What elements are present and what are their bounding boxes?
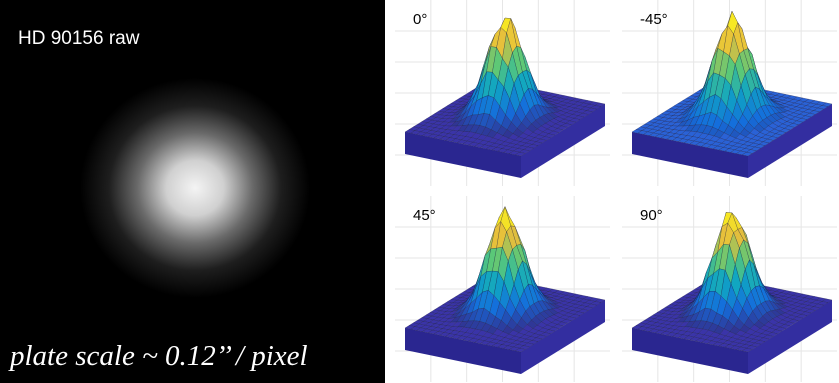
surface-panel: -45° [622,0,837,186]
image-title: HD 90156 raw [18,28,140,49]
slab-side [521,300,605,374]
surface-panel: 90° [622,196,837,382]
slab-side [632,328,748,374]
panel-label: 0° [413,11,427,28]
panel-label: 90° [640,207,663,224]
slab-side [405,132,521,178]
surface-panel: 45° [395,196,610,382]
panel-label: 45° [413,207,436,224]
surface-facet [741,151,753,157]
slab-side [521,104,605,178]
image-caption: plate scale ~ 0.12’’ / pixel [8,340,308,372]
slab-side [632,132,748,178]
slab-side [405,328,521,374]
surface-panel: 0° [395,0,610,186]
surface-facet [741,347,753,353]
surface-facet [514,151,526,157]
slab-side [748,104,832,178]
star-psf [80,78,310,298]
panel-label: -45° [640,11,668,28]
slab-side [748,300,832,374]
surface-facet [514,347,526,353]
